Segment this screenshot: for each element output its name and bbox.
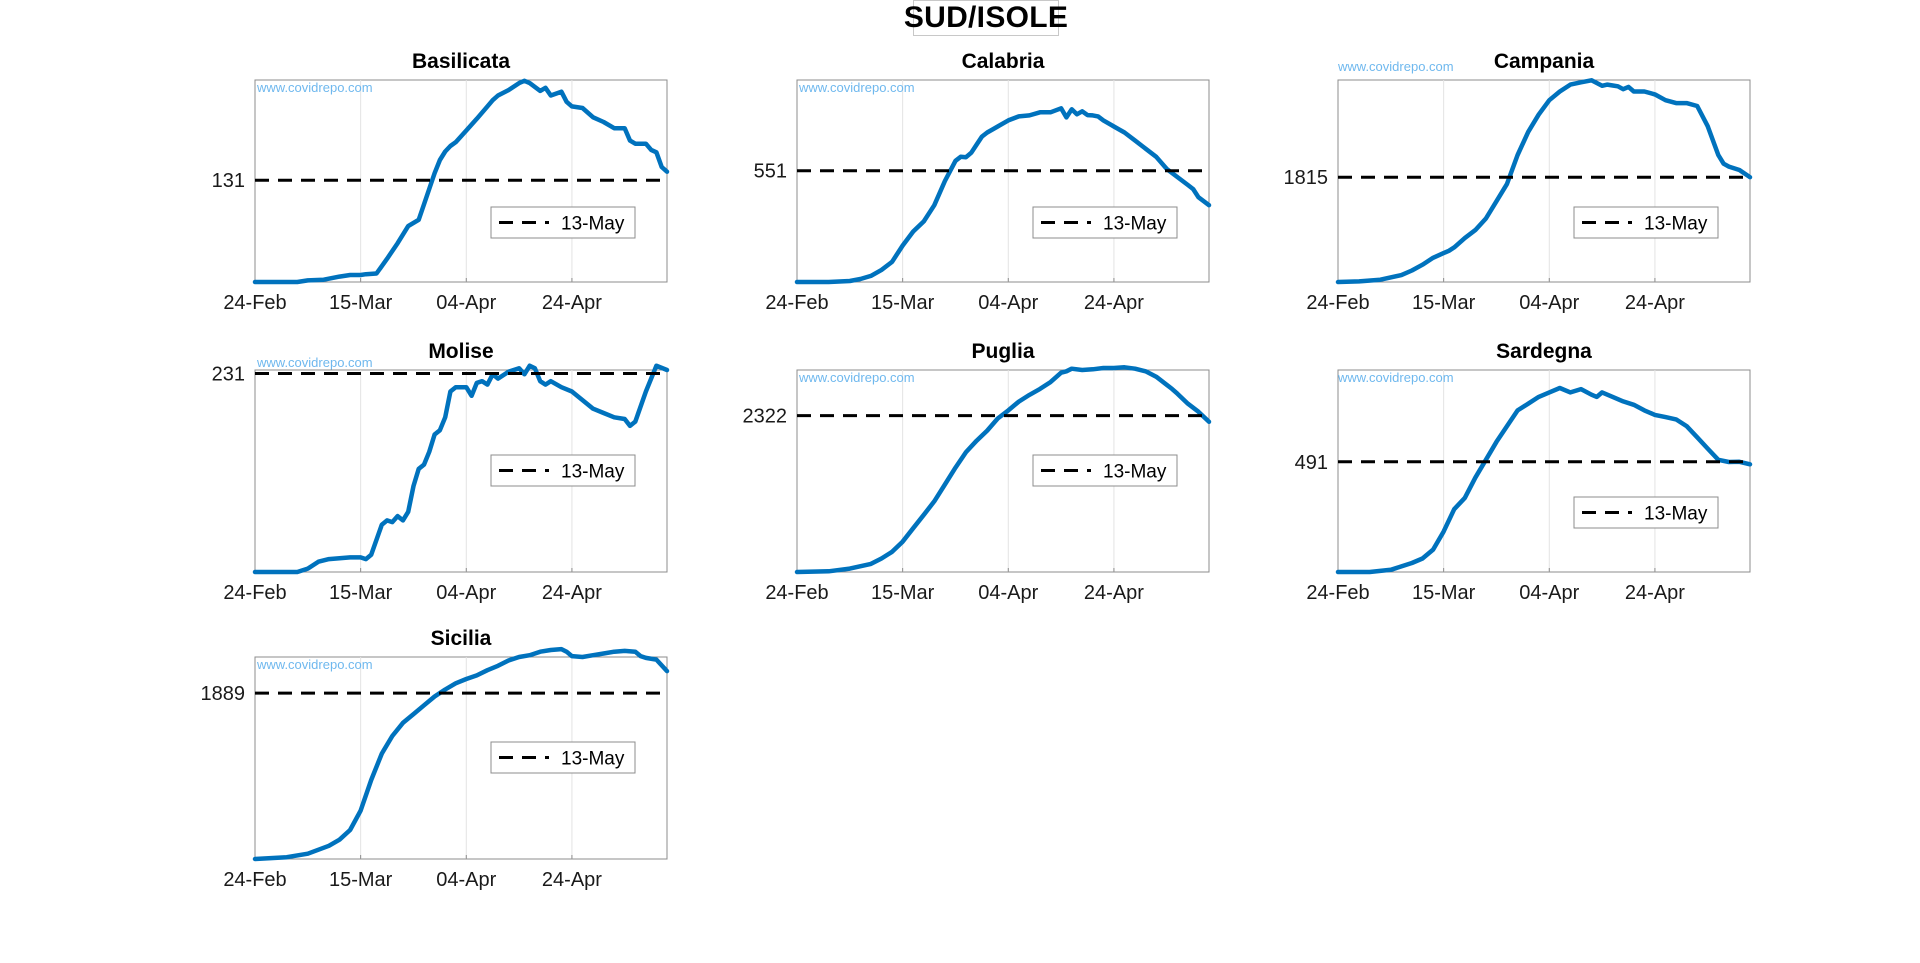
x-tick-label: 24-Feb	[1306, 582, 1369, 604]
figure-title: SUD/ISOLE	[903, 1, 1069, 34]
x-tick-label: 04-Apr	[978, 292, 1038, 314]
y-tick-label: 1815	[1284, 167, 1329, 189]
legend-box	[1032, 206, 1178, 239]
legend-box	[490, 454, 636, 487]
x-tick-label: 15-Mar	[1412, 292, 1476, 314]
y-tick-label: 231	[212, 363, 245, 385]
x-tick-label: 24-Feb	[765, 582, 828, 604]
y-tick-label: 551	[754, 161, 787, 183]
x-tick-label: 04-Apr	[1519, 582, 1579, 604]
legend-label: 13-May	[1644, 504, 1708, 525]
series-line	[252, 646, 670, 862]
legend-label: 13-May	[1644, 214, 1708, 235]
subplot-calabria: 24-Feb 15-Mar 04-Apr 24-Apr 551 www.covidrepo…	[754, 50, 1212, 314]
subplot-title: Sicilia	[431, 627, 492, 650]
legend-box	[1573, 496, 1719, 529]
axes-box	[1337, 79, 1751, 283]
x-tick-label: 24-Feb	[1306, 292, 1369, 314]
subplot-basilicata: 24-Feb 15-Mar 04-Apr 24-Apr 131 www.covidrepo…	[212, 50, 670, 314]
x-tick-label: 15-Mar	[329, 582, 393, 604]
watermark-text: www.covidrepo.com	[256, 80, 373, 95]
legend: 13-May	[490, 741, 636, 774]
legend: 13-May	[1032, 454, 1178, 487]
subplot-title: Basilicata	[412, 50, 510, 73]
series-line	[252, 363, 670, 575]
y-tick-label: 1889	[201, 683, 246, 705]
subplot-title: Campania	[1494, 50, 1595, 73]
watermark-text: www.covidrepo.com	[1337, 370, 1454, 385]
x-tick-label: 04-Apr	[1519, 292, 1579, 314]
y-tick-label: 491	[1295, 452, 1328, 474]
axes-box	[1337, 369, 1751, 573]
subplot-title: Molise	[428, 340, 493, 363]
watermark-text: www.covidrepo.com	[798, 80, 915, 95]
axes-box	[254, 79, 668, 283]
series-line	[252, 78, 670, 285]
legend-label: 13-May	[1103, 462, 1167, 483]
legend: 13-May	[1573, 496, 1719, 529]
x-tick-label: 04-Apr	[436, 582, 496, 604]
axes-box	[796, 79, 1210, 283]
x-tick-label: 24-Apr	[542, 869, 602, 891]
legend-box	[490, 741, 636, 774]
subplot-sicilia: 24-Feb 15-Mar 04-Apr 24-Apr 1889 www.covidrep…	[201, 627, 670, 891]
x-tick-label: 15-Mar	[329, 292, 393, 314]
x-tick-label: 24-Apr	[1625, 292, 1685, 314]
legend-box	[490, 206, 636, 239]
legend-label: 13-May	[1103, 214, 1167, 235]
legend: 13-May	[1573, 206, 1719, 239]
legend: 13-May	[1032, 206, 1178, 239]
x-tick-label: 24-Feb	[223, 582, 286, 604]
x-tick-label: 24-Apr	[1625, 582, 1685, 604]
x-tick-label: 24-Apr	[1084, 582, 1144, 604]
x-tick-label: 24-Apr	[1084, 292, 1144, 314]
subplot-campania: 24-Feb 15-Mar 04-Apr 24-Apr 1815 www.covidrep…	[1284, 50, 1753, 314]
legend-box	[1032, 454, 1178, 487]
x-tick-label: 04-Apr	[436, 869, 496, 891]
series-line	[794, 365, 1212, 575]
subplot-title: Puglia	[971, 340, 1034, 363]
legend-label: 13-May	[561, 214, 625, 235]
watermark-text: www.covidrepo.com	[798, 370, 915, 385]
figure-title-box: SUD/ISOLE	[904, 0, 1068, 36]
watermark-text: www.covidrepo.com	[1337, 59, 1454, 74]
x-tick-label: 15-Mar	[329, 869, 393, 891]
subplot-puglia: 24-Feb 15-Mar 04-Apr 24-Apr 2322 www.covidrep…	[743, 340, 1212, 604]
x-tick-label: 24-Feb	[223, 869, 286, 891]
x-tick-label: 15-Mar	[871, 582, 935, 604]
x-tick-label: 24-Apr	[542, 582, 602, 604]
legend: 13-May	[490, 206, 636, 239]
watermark-text: www.covidrepo.com	[256, 355, 373, 370]
series-line	[1335, 78, 1753, 285]
x-tick-label: 15-Mar	[1412, 582, 1476, 604]
legend-label: 13-May	[561, 749, 625, 770]
legend: 13-May	[490, 454, 636, 487]
y-tick-label: 131	[212, 170, 245, 192]
subplot-title: Sardegna	[1496, 340, 1592, 363]
watermark-text: www.covidrepo.com	[256, 657, 373, 672]
subplot-sardegna: 24-Feb 15-Mar 04-Apr 24-Apr 491 www.covidrepo…	[1295, 340, 1753, 604]
x-tick-label: 24-Feb	[765, 292, 828, 314]
legend-box	[1573, 206, 1719, 239]
x-tick-label: 24-Feb	[223, 292, 286, 314]
subplot-title: Calabria	[962, 50, 1045, 73]
y-tick-label: 2322	[743, 406, 788, 428]
subplot-molise: 24-Feb 15-Mar 04-Apr 24-Apr 231 www.covidrepo…	[212, 340, 670, 604]
series-line	[1335, 385, 1753, 575]
x-tick-label: 15-Mar	[871, 292, 935, 314]
legend-label: 13-May	[561, 462, 625, 483]
x-tick-label: 24-Apr	[542, 292, 602, 314]
series-line	[794, 106, 1212, 285]
x-tick-label: 04-Apr	[978, 582, 1038, 604]
x-tick-label: 04-Apr	[436, 292, 496, 314]
